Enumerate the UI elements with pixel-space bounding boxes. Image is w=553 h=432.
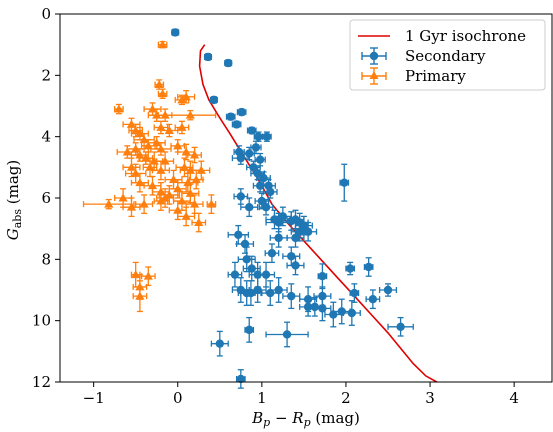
secondary-point xyxy=(256,261,276,288)
secondary-point xyxy=(250,140,262,155)
primary-point xyxy=(168,178,187,199)
secondary-point xyxy=(282,283,301,310)
primary-point xyxy=(153,120,169,135)
secondary-point xyxy=(363,257,374,277)
secondary-point xyxy=(265,321,309,348)
secondary-point xyxy=(237,246,256,273)
secondary-point xyxy=(262,185,278,199)
x-tick-label: 2 xyxy=(341,389,351,407)
primary-point xyxy=(151,160,170,181)
primary-point xyxy=(130,172,149,193)
secondary-point xyxy=(225,112,236,121)
legend-box xyxy=(349,19,546,91)
secondary-point xyxy=(235,369,246,389)
secondary-point xyxy=(262,131,272,142)
secondary-point xyxy=(236,107,247,117)
secondary-point xyxy=(317,263,328,290)
primary-point xyxy=(164,109,217,121)
secondary-point xyxy=(231,120,242,129)
secondary-point xyxy=(240,197,259,218)
primary-point xyxy=(187,146,202,164)
primary-point xyxy=(135,194,154,214)
primary-point xyxy=(191,212,207,233)
secondary-point xyxy=(203,52,213,62)
y-tick-label: 8 xyxy=(41,250,51,268)
x-tick-label: −1 xyxy=(83,389,105,407)
secondary-point xyxy=(233,188,249,205)
secondary-point xyxy=(246,126,257,135)
secondary-point xyxy=(227,261,243,288)
secondary-point xyxy=(264,243,280,264)
y-tick-label: 12 xyxy=(32,373,51,391)
secondary-point xyxy=(244,316,255,343)
primary-point xyxy=(160,123,179,138)
legend-primary-swatch xyxy=(361,67,387,85)
secondary-point xyxy=(210,330,229,357)
legend-secondary-label: Secondary xyxy=(405,47,486,65)
primary-point xyxy=(157,88,168,99)
y-tick-label: 0 xyxy=(41,5,51,23)
secondary-point xyxy=(252,178,268,193)
primary-point xyxy=(130,148,149,162)
secondary-point xyxy=(286,255,305,276)
primary-point xyxy=(154,79,165,90)
secondary-point xyxy=(258,198,274,216)
secondary-point xyxy=(242,255,261,282)
primary-point xyxy=(114,103,124,115)
secondary-point xyxy=(231,151,250,165)
legend-primary-label: Primary xyxy=(405,67,466,85)
secondary-point xyxy=(387,316,414,337)
y-tick-label: 6 xyxy=(41,189,51,207)
secondary-point xyxy=(224,58,233,68)
x-tick-label: 3 xyxy=(425,389,435,407)
primary-point xyxy=(150,142,172,156)
primary-point xyxy=(140,266,156,287)
secondary-point xyxy=(209,95,219,105)
primary-point xyxy=(122,197,141,218)
primary-point xyxy=(188,169,204,190)
secondary-point xyxy=(282,246,301,267)
primary-point xyxy=(82,198,135,210)
primary-point xyxy=(126,142,145,156)
secondary-point xyxy=(349,283,360,303)
legend-isochrone-label: 1 Gyr isochrone xyxy=(405,27,526,45)
x-axis-label: Bp − Rp (mag) xyxy=(251,409,360,429)
legend-secondary-swatch xyxy=(361,47,387,65)
primary-point xyxy=(192,160,211,181)
secondary-point xyxy=(286,228,305,248)
primary-point xyxy=(174,94,190,106)
y-axis-label: Gabs (mag) xyxy=(4,160,24,240)
primary-point xyxy=(132,280,148,313)
secondary-point xyxy=(269,277,288,303)
x-tick-label: 0 xyxy=(173,389,183,407)
secondary-point xyxy=(171,28,180,37)
secondary-point xyxy=(342,300,361,326)
primary-point xyxy=(153,191,169,211)
secondary-point xyxy=(339,163,350,202)
x-tick-label: 4 xyxy=(509,389,519,407)
secondary-point xyxy=(299,221,318,242)
x-tick-label: 1 xyxy=(257,389,267,407)
secondary-point xyxy=(365,289,381,310)
secondary-point xyxy=(313,295,332,322)
legend: 1 Gyr isochrone Secondary Primary xyxy=(349,19,546,91)
primary-point xyxy=(177,206,196,227)
secondary-point xyxy=(378,283,398,297)
y-tick-label: 4 xyxy=(41,128,51,146)
y-tick-label: 2 xyxy=(41,66,51,84)
secondary-point xyxy=(345,261,356,276)
points-layer xyxy=(82,28,414,389)
primary-point xyxy=(157,40,168,49)
y-tick-label: 10 xyxy=(32,312,51,330)
secondary-point xyxy=(254,152,266,167)
primary-point xyxy=(206,194,217,214)
secondary-point xyxy=(248,277,267,303)
primary-point xyxy=(174,120,190,135)
